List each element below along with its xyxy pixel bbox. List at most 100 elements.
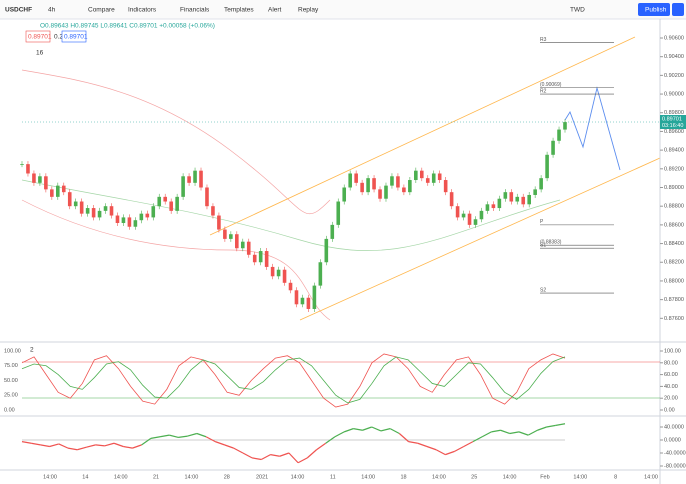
legend-box [25, 30, 51, 43]
candle [336, 201, 341, 225]
time-tick: 8 [614, 474, 617, 480]
candle [533, 189, 537, 195]
candle [527, 194, 531, 205]
momentum-segment [546, 424, 556, 428]
publish-label[interactable]: Publish [645, 7, 667, 14]
band-line [21, 69, 331, 215]
momentum-segment [31, 442, 41, 446]
momentum-segment [353, 428, 363, 431]
band-line [21, 179, 561, 251]
price-tick-label: 0.89200 [664, 166, 684, 172]
momentum-segment [196, 432, 207, 438]
candle [109, 206, 114, 216]
price-tick-label: 0.88600 [664, 222, 684, 228]
play-button[interactable] [672, 3, 684, 16]
momentum-segment [500, 429, 510, 435]
candle [461, 213, 466, 218]
candle [56, 185, 60, 197]
study-label: 2 [30, 347, 34, 354]
candle [252, 254, 257, 263]
stoch-left-tick: 0.00 [4, 407, 15, 413]
price-tick-label: 0.89600 [664, 129, 684, 135]
candle [539, 178, 543, 190]
momentum-segment [251, 457, 262, 461]
time-tick: 18 [400, 474, 406, 480]
candle [193, 170, 197, 183]
candle [151, 206, 156, 218]
toolbar-button[interactable]: Alert [268, 7, 282, 14]
publish-button[interactable] [638, 3, 670, 16]
stoch-left-tick: 75.00 [4, 363, 18, 369]
momentum-segment [334, 431, 345, 438]
currency[interactable]: TWD [570, 7, 585, 14]
momentum-segment [40, 444, 50, 448]
interval[interactable]: 4h [48, 7, 56, 14]
momentum-segment [58, 443, 69, 449]
candle [145, 213, 150, 218]
momentum-segment [555, 423, 566, 426]
candle [521, 196, 526, 205]
legend-box-text: 0.89701 [28, 34, 52, 41]
price-tick-label: 0.88000 [664, 278, 684, 284]
momentum-segment [537, 426, 547, 431]
candle [384, 185, 388, 199]
legend-box-text: 0.2 [54, 34, 63, 41]
momentum-segment [242, 452, 253, 459]
momentum-segment [288, 452, 299, 464]
momentum-segment [123, 445, 133, 449]
current-price: 0.89701 [662, 116, 682, 122]
momentum-segment [49, 443, 59, 448]
stoch-left-tick: 100.00 [4, 348, 21, 354]
price-tick-label: 0.88200 [664, 260, 684, 266]
toolbar-button[interactable]: Indicators [128, 7, 157, 14]
candle [38, 176, 42, 183]
time-tick: 14:00 [291, 474, 305, 480]
band-line [21, 199, 331, 321]
candle [473, 219, 478, 225]
momentum-segment [159, 434, 170, 438]
candle [330, 224, 335, 239]
toolbar-button[interactable]: Compare [88, 7, 115, 14]
candle [503, 192, 508, 199]
stoch-right-tick: 80.00 [664, 360, 678, 366]
toolbar-button[interactable]: Replay [298, 7, 319, 14]
momentum-segment [306, 449, 317, 459]
toolbar-button[interactable]: Financials [180, 7, 210, 14]
price-tick-label: 0.88400 [664, 241, 684, 247]
candle [211, 206, 215, 216]
candle [455, 206, 460, 218]
candle [163, 196, 168, 202]
candle [515, 196, 520, 202]
momentum-tick: -80.0000 [664, 463, 686, 469]
candle [545, 154, 549, 179]
price-tick-label: 0.90400 [664, 54, 684, 60]
price-tick-label: 0.89400 [664, 148, 684, 154]
momentum-segment [279, 452, 290, 457]
candle [378, 189, 382, 199]
candle [67, 192, 72, 207]
candle [79, 201, 84, 214]
candle [246, 241, 251, 255]
momentum-segment [417, 442, 428, 448]
pivot-label: S1 [540, 243, 546, 249]
candle [91, 208, 96, 218]
candle [139, 213, 144, 221]
toolbar-button[interactable]: Templates [224, 7, 254, 14]
candle [443, 180, 448, 193]
symbol[interactable]: USDCHF [5, 7, 32, 14]
candle [223, 229, 227, 239]
candle [187, 176, 191, 183]
channel-line [299, 157, 661, 321]
candle [467, 213, 472, 225]
momentum-segment [95, 444, 105, 447]
candle [348, 173, 352, 188]
legend-box-text: 0.89701 [64, 34, 88, 41]
candle [20, 164, 24, 165]
study-label: 16 [36, 50, 44, 57]
momentum-segment [454, 445, 465, 452]
candle [402, 187, 406, 193]
stoch-left-tick: 50.00 [4, 378, 18, 384]
candle [85, 208, 90, 214]
candle [372, 178, 376, 190]
candle [217, 215, 221, 230]
